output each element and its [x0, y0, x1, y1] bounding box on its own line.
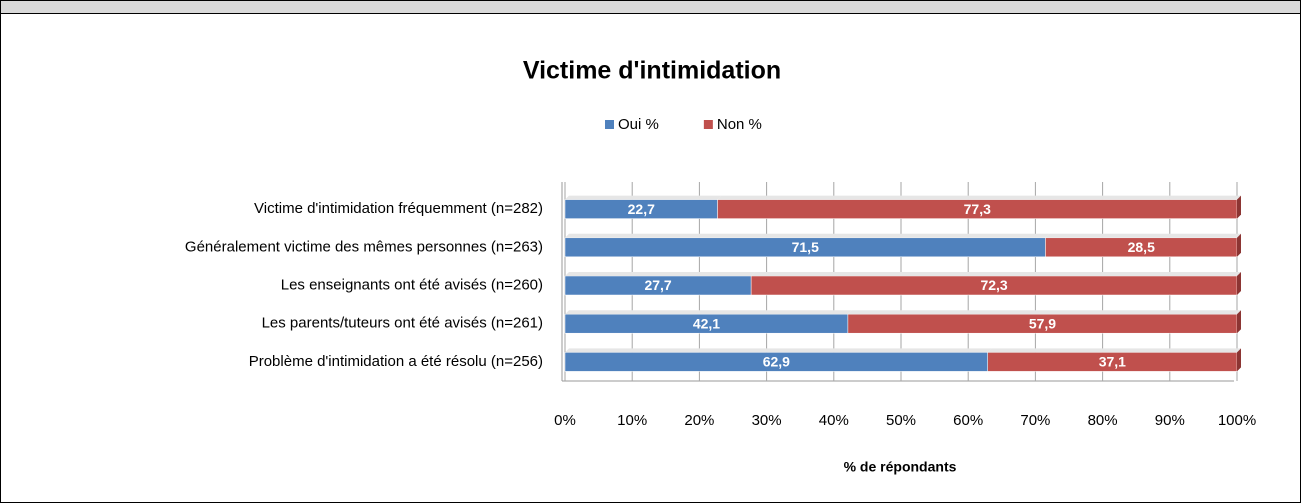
legend-swatch	[703, 120, 713, 129]
value-label: 27,7	[644, 277, 671, 293]
y-tick-label: Généralement victime des mêmes personnes…	[185, 238, 543, 255]
bar-top	[565, 348, 992, 353]
value-label: 77,3	[964, 201, 991, 217]
bar-side	[1237, 233, 1241, 257]
x-tick-label: 30%	[752, 412, 782, 429]
y-tick-label: Les parents/tuteurs ont été avisés (n=26…	[262, 315, 543, 332]
x-tick-label: 60%	[953, 412, 983, 429]
value-label: 57,9	[1029, 315, 1056, 331]
bar-top	[847, 310, 1241, 315]
legend-label: Oui %	[618, 116, 659, 133]
bar-top	[717, 195, 1241, 200]
bar-top	[987, 348, 1241, 353]
bar-side	[1237, 272, 1241, 295]
value-label: 28,5	[1128, 239, 1155, 255]
value-label: 42,1	[693, 315, 720, 331]
bar-top	[751, 272, 1241, 276]
x-tick-label: 0%	[554, 412, 576, 429]
bar-side	[1237, 195, 1241, 219]
chart-title: Victime d'intimidation	[523, 57, 781, 85]
value-label: 37,1	[1099, 354, 1126, 370]
x-tick-label: 20%	[684, 412, 714, 429]
value-label: 62,9	[763, 354, 790, 370]
bar-top	[565, 233, 1050, 238]
bar-top	[565, 310, 852, 315]
x-tick-label: 80%	[1088, 412, 1118, 429]
x-tick-label: 10%	[617, 412, 647, 429]
x-tick-label: 100%	[1218, 412, 1256, 429]
x-tick-label: 90%	[1155, 412, 1185, 429]
legend-label: Non %	[717, 116, 762, 133]
bar-top	[1045, 233, 1241, 238]
header-bar	[0, 0, 1301, 14]
bar-side	[1237, 348, 1241, 372]
bar-top	[565, 195, 722, 200]
y-tick-label: Victime d'intimidation fréquemment (n=28…	[254, 200, 543, 217]
bar-side	[1237, 310, 1241, 334]
x-tick-label: 40%	[819, 412, 849, 429]
bar-top	[565, 272, 756, 276]
value-label: 71,5	[792, 239, 819, 255]
x-axis-label: % de répondants	[844, 459, 957, 475]
y-tick-label: Problème d'intimidation a été résolu (n=…	[249, 353, 543, 370]
value-label: 72,3	[980, 277, 1007, 293]
x-tick-label: 50%	[886, 412, 916, 429]
legend-swatch	[605, 120, 614, 129]
y-tick-label: Les enseignants ont été avisés (n=260)	[281, 276, 543, 293]
x-tick-label: 70%	[1020, 412, 1050, 429]
value-label: 22,7	[628, 201, 655, 217]
